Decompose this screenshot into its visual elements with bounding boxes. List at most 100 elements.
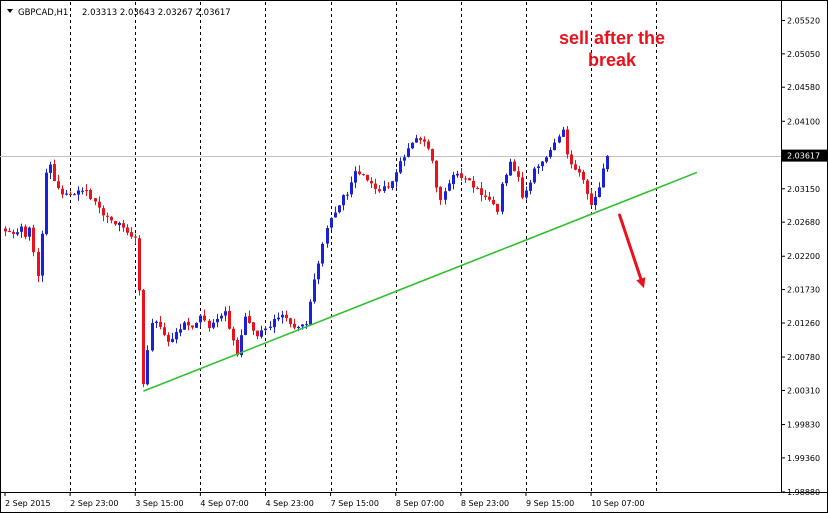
candle[interactable] (407, 143, 410, 158)
candle[interactable] (37, 248, 40, 283)
candle[interactable] (525, 186, 528, 200)
candle[interactable] (354, 166, 357, 189)
candle[interactable] (24, 224, 27, 240)
candle[interactable] (49, 161, 52, 179)
candles[interactable] (4, 125, 609, 388)
candle[interactable] (41, 230, 44, 282)
candle[interactable] (244, 312, 247, 336)
candle[interactable] (155, 320, 158, 329)
candle[interactable] (28, 226, 31, 241)
candle[interactable] (533, 166, 536, 184)
candle[interactable] (326, 225, 329, 248)
candle[interactable] (167, 332, 170, 347)
candle[interactable] (94, 198, 97, 206)
candle[interactable] (456, 170, 459, 178)
candle[interactable] (81, 187, 84, 195)
candle[interactable] (228, 305, 231, 330)
candle[interactable] (529, 179, 532, 195)
candle[interactable] (179, 323, 182, 337)
candle[interactable] (256, 330, 259, 340)
candle[interactable] (606, 155, 609, 172)
candle[interactable] (321, 242, 324, 267)
candle[interactable] (399, 157, 402, 175)
candle[interactable] (537, 164, 540, 174)
candle[interactable] (8, 227, 11, 233)
candle[interactable] (285, 310, 288, 322)
candle[interactable] (106, 212, 109, 223)
candle[interactable] (582, 169, 585, 184)
candle[interactable] (586, 178, 589, 200)
candle[interactable] (578, 165, 581, 177)
candle[interactable] (549, 147, 552, 159)
candle[interactable] (289, 317, 292, 328)
candle[interactable] (460, 167, 463, 181)
candle[interactable] (212, 318, 215, 330)
candle[interactable] (488, 191, 491, 202)
candle[interactable] (435, 160, 438, 193)
candle[interactable] (480, 181, 483, 202)
candle[interactable] (118, 221, 121, 232)
candle[interactable] (114, 220, 117, 226)
candle[interactable] (496, 203, 499, 215)
candle[interactable] (4, 226, 7, 237)
candle[interactable] (232, 326, 235, 346)
candle[interactable] (444, 187, 447, 205)
candle[interactable] (448, 179, 451, 192)
candle[interactable] (110, 216, 113, 224)
candle[interactable] (134, 233, 137, 244)
candle[interactable] (366, 174, 369, 182)
candle[interactable] (309, 299, 312, 325)
candle[interactable] (305, 321, 308, 329)
candle[interactable] (163, 322, 166, 337)
candle[interactable] (513, 159, 516, 172)
candle[interactable] (517, 166, 520, 182)
candle[interactable] (199, 314, 202, 328)
trendline-group[interactable] (143, 171, 698, 392)
candle[interactable] (590, 189, 593, 207)
candle[interactable] (374, 178, 377, 194)
candle[interactable] (452, 171, 455, 190)
candle[interactable] (472, 176, 475, 193)
candle[interactable] (53, 159, 56, 182)
candle[interactable] (468, 177, 471, 181)
candle[interactable] (281, 310, 284, 324)
candle[interactable] (32, 224, 35, 257)
candle[interactable] (415, 134, 418, 143)
candle[interactable] (476, 186, 479, 190)
candle[interactable] (317, 260, 320, 285)
candle[interactable] (252, 322, 255, 335)
candle[interactable] (362, 173, 365, 176)
candle[interactable] (509, 158, 512, 176)
candle[interactable] (313, 273, 316, 304)
candle[interactable] (187, 317, 190, 331)
candle[interactable] (183, 320, 186, 330)
candle[interactable] (191, 325, 194, 330)
candle[interactable] (395, 169, 398, 188)
candle[interactable] (216, 313, 219, 328)
candle[interactable] (521, 171, 524, 200)
candle[interactable] (562, 126, 565, 138)
candle[interactable] (260, 325, 263, 339)
candle[interactable] (427, 139, 430, 151)
candle[interactable] (545, 155, 548, 164)
candle[interactable] (505, 173, 508, 187)
candle[interactable] (85, 184, 88, 197)
candle[interactable] (484, 189, 487, 200)
candle[interactable] (248, 310, 251, 324)
candle[interactable] (338, 204, 341, 214)
candle[interactable] (574, 159, 577, 171)
candle[interactable] (419, 136, 422, 145)
candle[interactable] (411, 142, 414, 150)
candle[interactable] (126, 224, 129, 236)
candle[interactable] (203, 309, 206, 322)
candle[interactable] (293, 318, 296, 330)
candle[interactable] (16, 228, 19, 237)
candle[interactable] (391, 180, 394, 191)
candle[interactable] (342, 194, 345, 211)
candle[interactable] (378, 185, 381, 193)
candle[interactable] (208, 319, 211, 332)
candle[interactable] (45, 168, 48, 236)
chevron-down-icon[interactable] (7, 9, 13, 13)
candle[interactable] (277, 312, 280, 322)
